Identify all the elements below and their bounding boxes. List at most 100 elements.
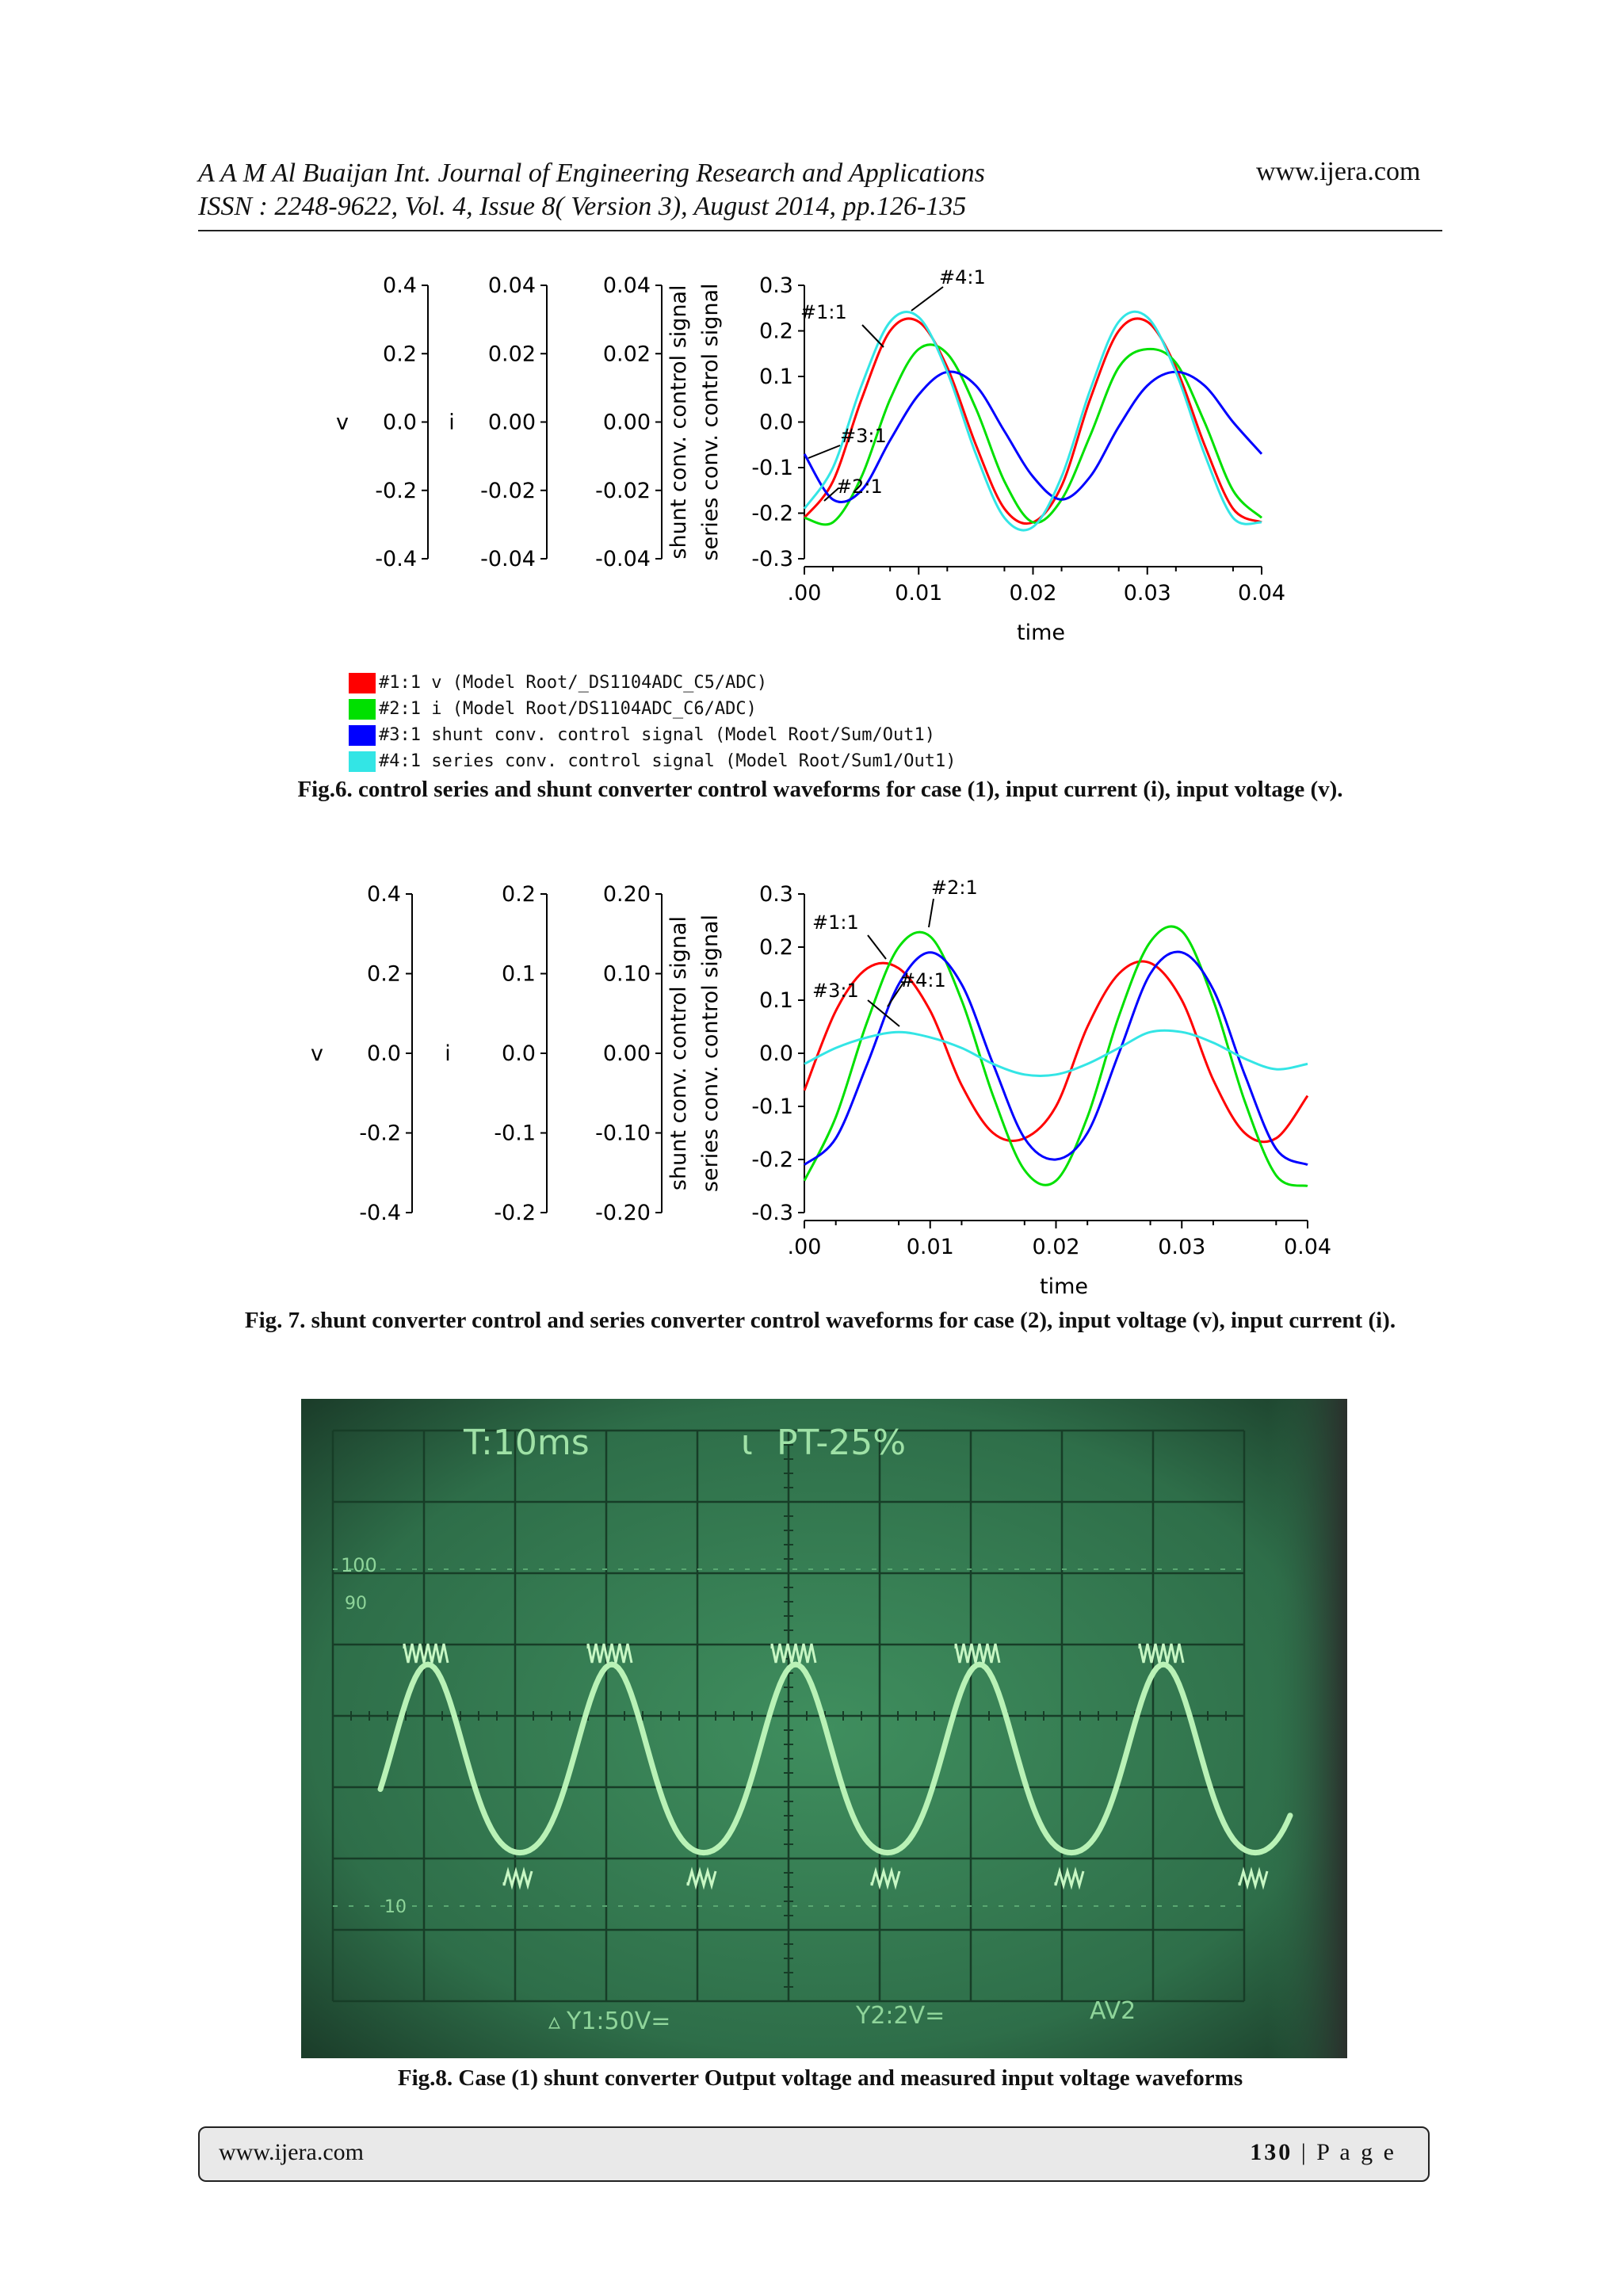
scope-graticule <box>331 1429 1246 2003</box>
fig7-annotation-3: #3:1 <box>812 980 859 1002</box>
fig7-tick-v: 0.4 <box>367 882 401 907</box>
fig6-legend-entry: #1:1 v (Model Root/_DS1104ADC_C5/ADC) <box>349 670 956 696</box>
fig6-legend-entry: #2:1 i (Model Root/DS1104ADC_C6/ADC) <box>349 696 956 722</box>
fig7-tick-i: 0.1 <box>502 962 536 987</box>
fig6-tick-v: 0.4 <box>383 273 417 298</box>
scope-y2: Y2:2V= <box>855 2002 945 2030</box>
fig7-tick-x: .00 <box>788 1235 822 1259</box>
fig6-legend-entry: #3:1 shunt conv. control signal (Model R… <box>349 722 956 748</box>
fig7-tick-shunt: -0.20 <box>595 1201 651 1225</box>
fig7-tick-x: 0.03 <box>1158 1235 1205 1259</box>
legend-text: #3:1 shunt conv. control signal (Model R… <box>379 725 935 745</box>
fig6-tick-series: 0.0 <box>759 411 793 435</box>
footer-website[interactable]: www.ijera.com <box>219 2139 364 2165</box>
fig7-tick-series: -0.3 <box>751 1201 793 1225</box>
fig6-tick-series: 0.1 <box>759 365 793 389</box>
fig6-tick-x: 0.03 <box>1124 581 1171 606</box>
fig7-annotation-1: #1:1 <box>812 911 859 934</box>
fig6-tick-shunt: -0.02 <box>595 479 651 503</box>
fig7-series-3 <box>804 950 1308 1167</box>
fig7-tick-v: 0.2 <box>367 962 401 987</box>
fig7-tick-i: -0.2 <box>494 1201 536 1225</box>
fig7-caption: Fig. 7. shunt converter control and seri… <box>244 1308 1396 1333</box>
fig7-annotation-2: #2:1 <box>931 877 978 899</box>
fig7-tick-shunt: 0.10 <box>603 962 651 987</box>
scope-pretrigger-icon: ι <box>741 1423 753 1463</box>
fig6-label-v: v <box>336 411 349 435</box>
fig6-tick-i: -0.02 <box>480 479 536 503</box>
scope-scale-100: 100 <box>341 1554 377 1576</box>
fig6-tick-i: -0.04 <box>480 547 536 571</box>
fig6-tick-v: -0.2 <box>375 479 417 503</box>
legend-text: #2:1 i (Model Root/DS1104ADC_C6/ADC) <box>379 699 757 719</box>
fig7-tick-i: 0.2 <box>502 882 536 907</box>
fig7-tick-v: 0.0 <box>367 1041 401 1066</box>
scope-trace <box>377 1661 1293 1856</box>
fig6-legend: #1:1 v (Model Root/_DS1104ADC_C5/ADC) #2:… <box>349 670 956 774</box>
fig6-tick-v: 0.2 <box>383 342 417 366</box>
fig6-tick-x: 0.02 <box>1009 581 1056 606</box>
fig7-label-series: series conv. control signal <box>698 915 723 1192</box>
fig6-series-1 <box>803 317 1262 525</box>
fig7-label-i: i <box>445 1041 451 1066</box>
scope-pretrigger: PT-25% <box>777 1423 906 1463</box>
journal-header-line2: ISSN : 2248-9622, Vol. 4, Issue 8( Versi… <box>198 192 967 221</box>
fig6-tick-series: -0.3 <box>751 547 793 571</box>
fig6-annotation-2: #2:1 <box>836 476 883 498</box>
legend-text: #4:1 series conv. control signal (Model … <box>379 751 957 771</box>
fig6-series-4 <box>803 310 1262 532</box>
scope-av2: AV2 <box>1090 1997 1136 2025</box>
fig6-label-shunt: shunt conv. control signal <box>666 285 691 559</box>
fig7-series-2 <box>803 925 1308 1187</box>
fig8-caption: Fig.8. Case (1) shunt converter Output v… <box>397 2065 1243 2091</box>
fig7-tick-series: -0.1 <box>751 1095 793 1119</box>
fig6-tick-shunt: 0.02 <box>603 342 651 366</box>
fig7-tick-shunt: 0.20 <box>603 882 651 907</box>
fig6-caption: Fig.6. control series and shunt converte… <box>297 777 1343 802</box>
fig7-tick-x: 0.01 <box>907 1235 954 1259</box>
fig7-label-shunt: shunt conv. control signal <box>666 916 691 1190</box>
fig6-tick-series: -0.2 <box>751 502 793 526</box>
fig6-tick-series: 0.3 <box>759 273 793 298</box>
fig6-tick-v: -0.4 <box>375 547 417 571</box>
footer-page-number: 130 | P a g e <box>1250 2139 1396 2165</box>
fig6-series-3 <box>803 370 1263 503</box>
scope-timebase: T:10ms <box>463 1423 590 1463</box>
fig7-tick-series: 0.2 <box>759 935 793 960</box>
fig6-tick-i: 0.04 <box>488 273 536 298</box>
fig6-tick-i: 0.00 <box>488 411 536 435</box>
fig6-tick-x: 0.04 <box>1238 581 1285 606</box>
fig6-series-2 <box>804 343 1263 526</box>
fig7-tick-x: 0.04 <box>1284 1235 1331 1259</box>
fig7-tick-v: -0.2 <box>359 1121 401 1146</box>
legend-text: #1:1 v (Model Root/_DS1104ADC_C5/ADC) <box>379 673 768 693</box>
fig6-tick-v: 0.0 <box>383 411 417 435</box>
legend-swatch-icon <box>349 724 376 746</box>
fig6-xlabel: time <box>1017 621 1065 645</box>
fig7-tick-series: 0.1 <box>759 988 793 1013</box>
fig7-label-v: v <box>311 1041 323 1066</box>
legend-swatch-icon <box>349 751 376 772</box>
scope-scale-90: 90 <box>345 1594 367 1614</box>
legend-swatch-icon <box>349 698 376 720</box>
fig7-tick-series: -0.2 <box>751 1148 793 1172</box>
fig6-tick-i: 0.02 <box>488 342 536 366</box>
scope-y1: Y1:50V= <box>566 2008 670 2035</box>
fig6-tick-series: 0.2 <box>759 319 793 344</box>
legend-swatch-icon <box>349 672 376 693</box>
fig6-annotation-4: #4:1 <box>939 266 986 288</box>
fig6-label-series: series conv. control signal <box>698 283 723 560</box>
fig6-label-i: i <box>449 411 455 435</box>
header-website[interactable]: www.ijera.com <box>1256 157 1421 186</box>
header-rule <box>198 230 1442 231</box>
fig7-tick-shunt: 0.00 <box>603 1041 651 1066</box>
fig6-annotation-1: #1:1 <box>800 301 847 323</box>
journal-header-line1: A A M Al Buaijan Int. Journal of Enginee… <box>198 159 985 188</box>
fig7-series-1 <box>803 960 1309 1144</box>
fig6-tick-x: .00 <box>788 581 822 606</box>
fig7-tick-series: 0.3 <box>759 882 793 907</box>
fig6-tick-series: -0.1 <box>751 456 793 480</box>
fig7-tick-i: 0.0 <box>502 1041 536 1066</box>
fig6-tick-shunt: 0.04 <box>603 273 651 298</box>
fig7-xlabel: time <box>1040 1274 1088 1299</box>
